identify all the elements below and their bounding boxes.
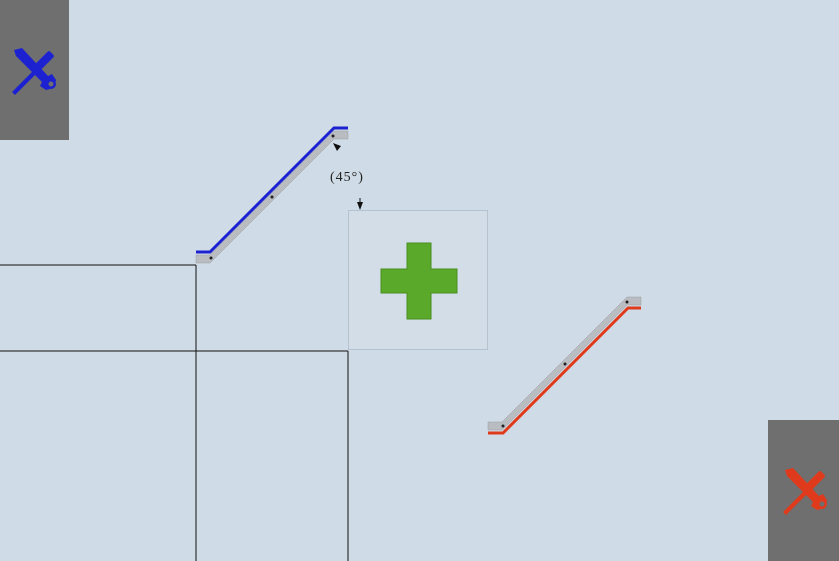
wrench-screwdriver-icon [12, 48, 56, 95]
edit-tool-blue-button[interactable] [0, 0, 69, 140]
railing-blue[interactable] [195, 126, 349, 264]
railing-node[interactable] [209, 256, 213, 260]
add-railing-button[interactable] [348, 210, 488, 350]
rotation-handle-arrow[interactable] [333, 143, 341, 151]
railing-red[interactable] [487, 296, 642, 435]
wrench-screwdriver-icon [783, 468, 827, 515]
railing-node[interactable] [625, 300, 629, 304]
angle-label: (45°) [330, 170, 364, 185]
railing-node[interactable] [331, 134, 335, 138]
railing-node[interactable] [270, 195, 274, 199]
railing-edge-blue [196, 126, 348, 254]
angle-pointer-arrow [357, 198, 363, 210]
plus-icon [380, 242, 458, 320]
railing-node[interactable] [501, 424, 505, 428]
grid-lines [0, 264, 349, 561]
railing-node[interactable] [563, 362, 567, 366]
edit-tool-red-button[interactable] [768, 420, 839, 561]
railing-edge-red [488, 306, 641, 435]
